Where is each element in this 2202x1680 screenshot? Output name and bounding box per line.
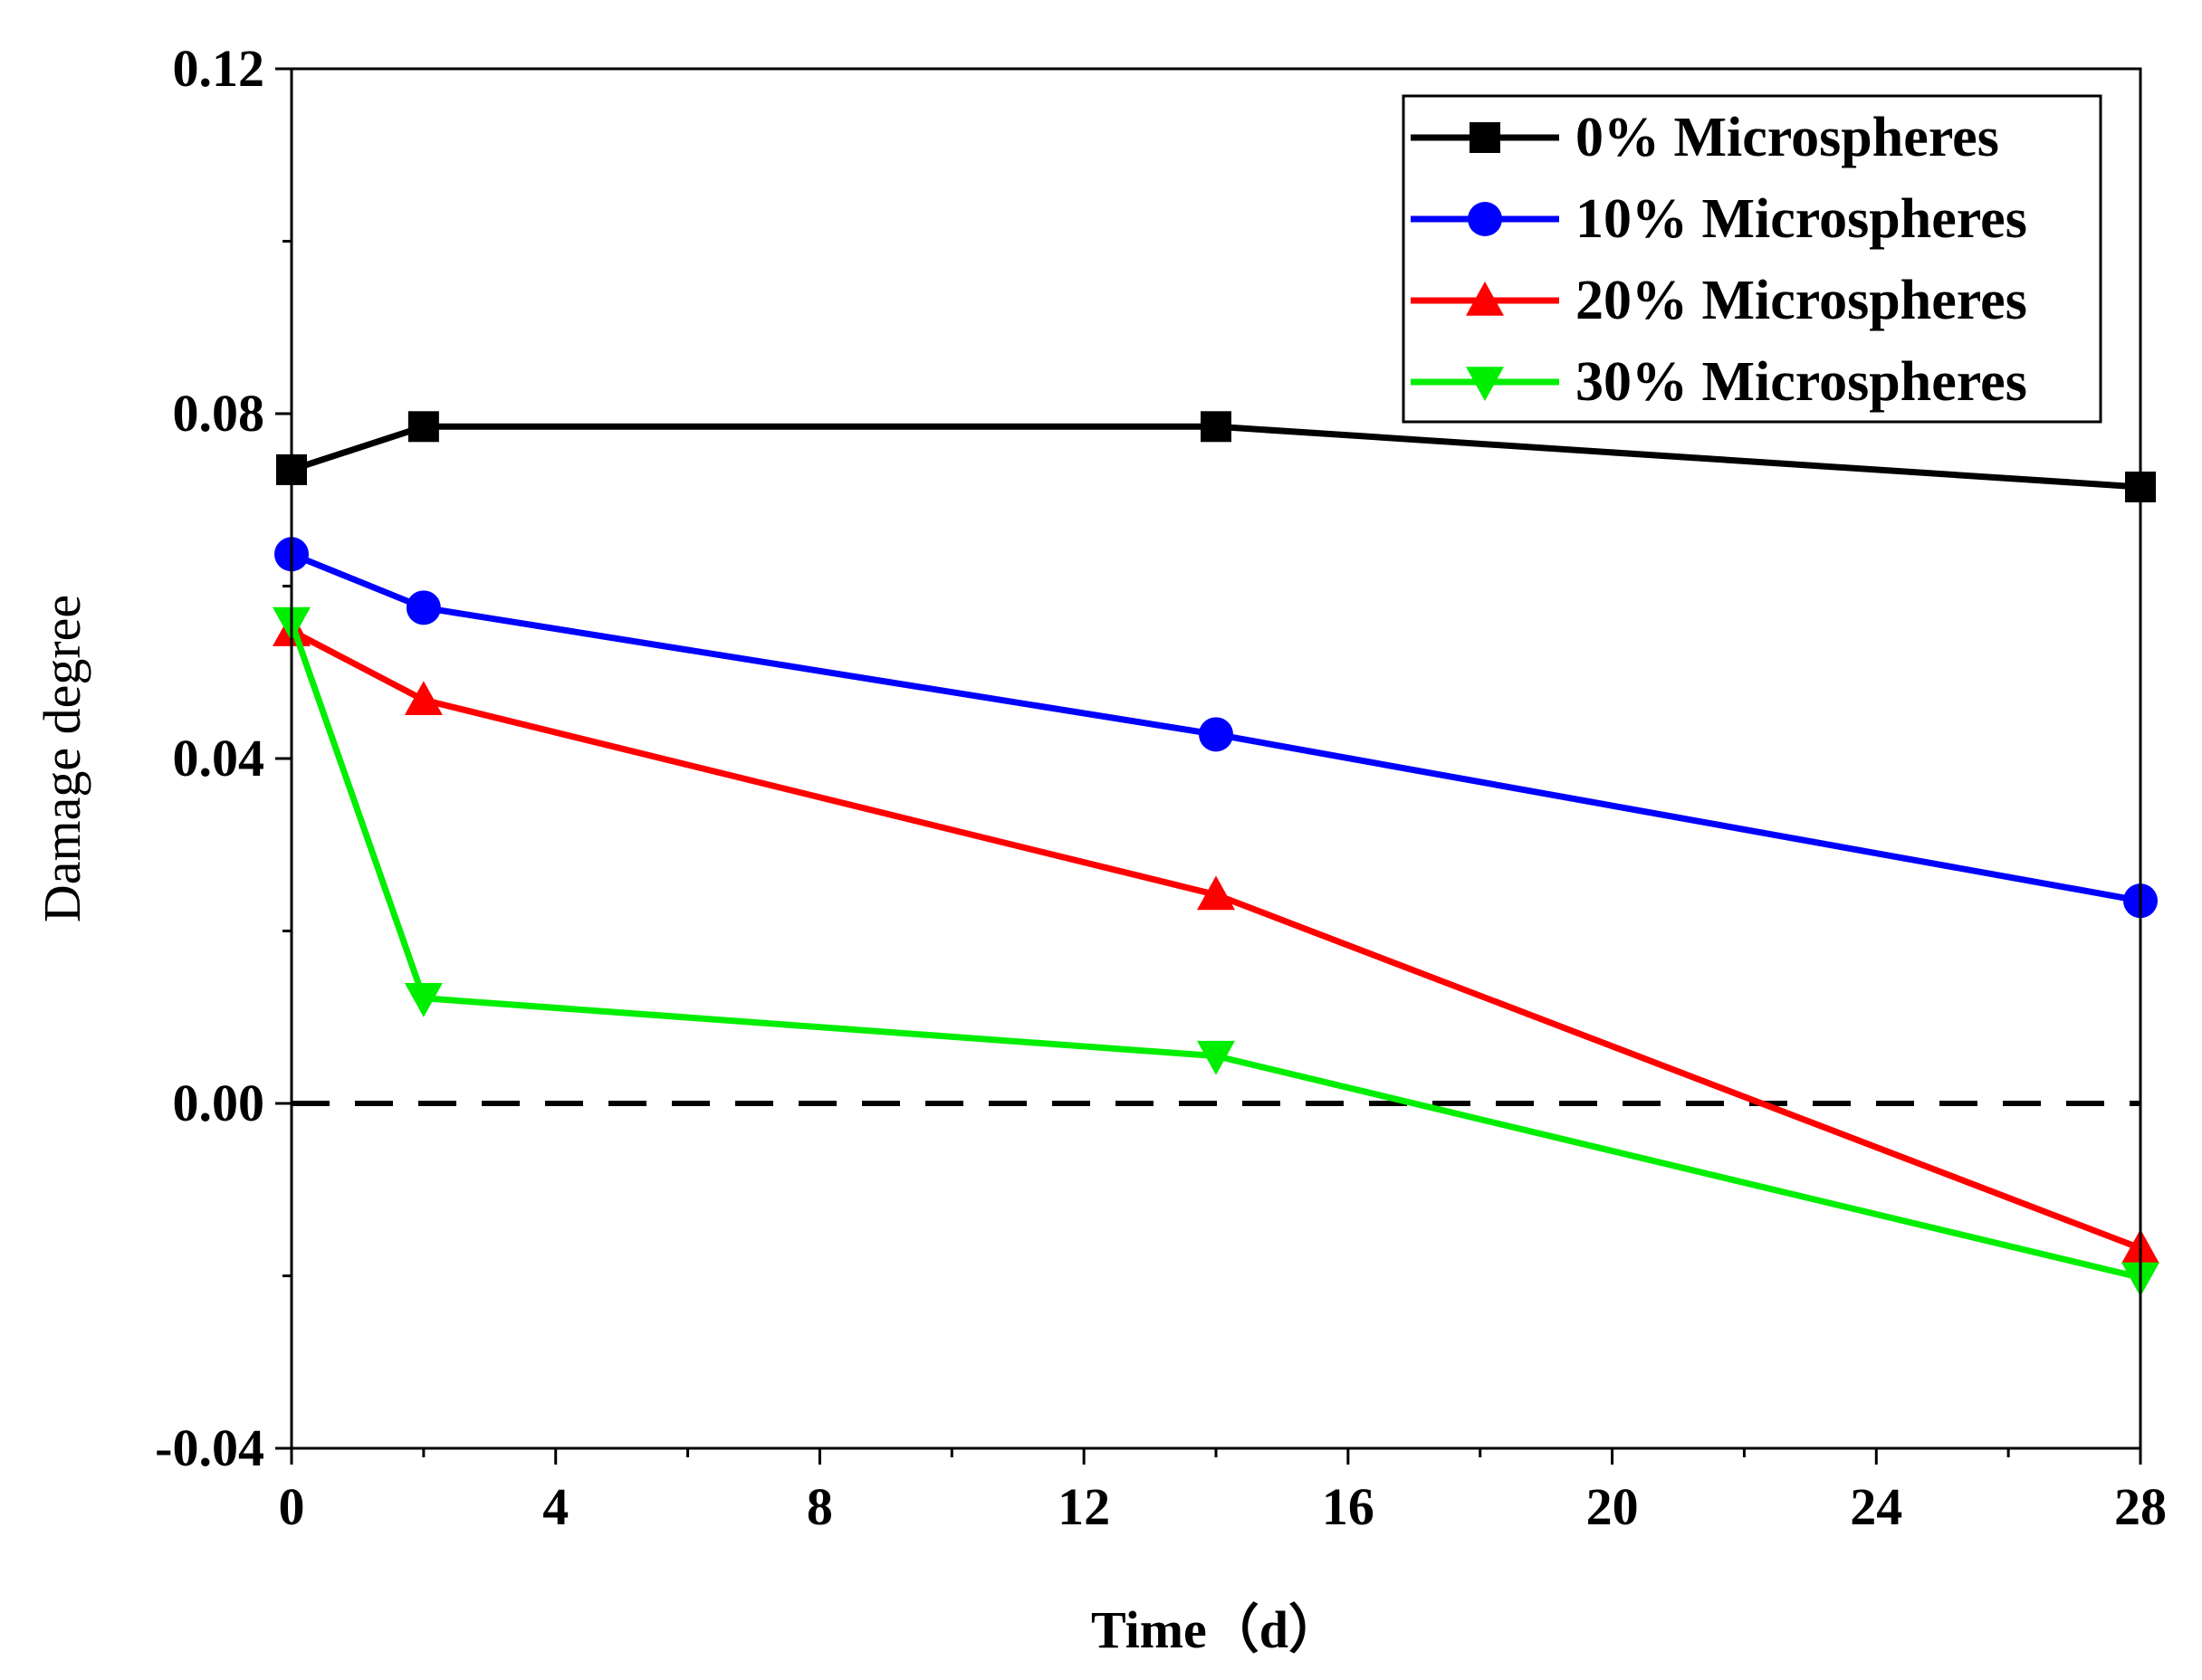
- series-2: [273, 612, 2159, 1264]
- series-line: [288, 621, 2141, 1281]
- series-3: [273, 606, 2159, 1297]
- legend-entry: 30% Microspheres: [1411, 351, 2027, 413]
- legend-entry: 20% Microspheres: [1411, 270, 2027, 331]
- y-tick-label: -0.04: [155, 1418, 264, 1477]
- x-tick-label: 0: [279, 1477, 305, 1536]
- legend-box: [1402, 94, 2102, 424]
- legend: 0% Microspheres 10% Microspheres 20% Micro…: [1402, 94, 2102, 424]
- series-1: [274, 537, 2158, 919]
- data-point: [407, 411, 439, 443]
- x-tick-label: 4: [542, 1477, 569, 1536]
- y-tick-label: 0.04: [173, 729, 265, 788]
- data-point: [1197, 875, 1235, 911]
- series-line: [290, 551, 2141, 904]
- y-tick-label: 0.08: [173, 384, 265, 443]
- data-point: [406, 590, 441, 625]
- legend-entry: 0% Microspheres: [1411, 107, 1999, 168]
- y-axis-title: Damage degree: [33, 595, 91, 922]
- series-0: [276, 411, 2156, 502]
- x-axis-title: Time（d）: [1091, 1600, 1341, 1659]
- series-line: [290, 627, 2142, 1252]
- legend-entry: 10% Microspheres: [1411, 188, 2027, 250]
- x-tick-label: 8: [807, 1477, 833, 1536]
- data-point: [1197, 1040, 1235, 1075]
- series-layer: [273, 411, 2159, 1297]
- legend-marker: [1470, 122, 1500, 153]
- legend-label: 30% Microspheres: [1575, 351, 2027, 413]
- data-point: [1201, 411, 1231, 443]
- x-tick-label: 12: [1058, 1477, 1110, 1536]
- data-point: [404, 681, 443, 716]
- x-tick-label: 24: [1850, 1477, 1902, 1536]
- x-tick-label: 20: [1586, 1477, 1639, 1536]
- legend-marker: [1466, 367, 1504, 401]
- legend-label: 20% Microspheres: [1575, 270, 2027, 331]
- x-tick-label: 28: [2114, 1477, 2167, 1536]
- series-line: [290, 423, 2141, 491]
- axes-layer: 0 4 8 12 16 20 24 28 -0.04 0.00 0.04 0.08 0.12: [155, 39, 2167, 1536]
- legend-label: 0% Microspheres: [1575, 107, 1999, 168]
- y-tick-label: 0.00: [173, 1074, 265, 1132]
- legend-marker: [1466, 282, 1504, 316]
- data-point: [1199, 717, 1233, 752]
- legend-label: 10% Microspheres: [1575, 188, 2027, 250]
- x-tick-label: 16: [1322, 1477, 1374, 1536]
- y-tick-label: 0.12: [173, 39, 265, 98]
- legend-marker: [1468, 202, 1502, 236]
- data-point: [404, 982, 443, 1017]
